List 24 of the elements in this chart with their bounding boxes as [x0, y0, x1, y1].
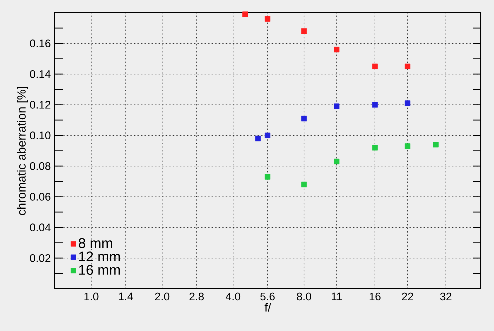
legend-label: 16 mm — [79, 265, 120, 276]
x-tick-label: 2.8 — [190, 292, 204, 301]
x-tick-label: 8.0 — [297, 292, 312, 301]
y-tick-label: 0.12 — [30, 101, 51, 109]
x-tick-label: 1.0 — [84, 292, 99, 301]
x-tick-label: 11 — [332, 292, 342, 300]
y-tick-label: 0.02 — [30, 254, 51, 262]
y-tick-label: 0.08 — [30, 162, 51, 170]
y-tick-label: 0.06 — [30, 193, 51, 201]
x-tick-label: 22 — [402, 292, 414, 301]
legend-label: 8 mm — [78, 238, 112, 248]
y-tick-label: 0.10 — [30, 132, 51, 140]
x-tick-label: 16 — [370, 292, 381, 301]
y-tick-label: 0.04 — [30, 224, 51, 232]
y-tick-label: 0.16 — [30, 40, 51, 48]
x-tick-label: 4.0 — [226, 292, 241, 301]
legend-label: 12 mm — [79, 252, 120, 262]
x-axis-title: f/ — [264, 303, 272, 312]
x-tick-label: 1.4 — [119, 292, 134, 300]
x-tick-label: 2.0 — [155, 292, 170, 301]
x-tick-label: 5.6 — [260, 292, 275, 301]
y-axis-title: chromatic aberration [%] — [17, 87, 28, 216]
y-tick-label: 0.14 — [30, 70, 51, 78]
x-tick-label: 32 — [440, 292, 452, 301]
